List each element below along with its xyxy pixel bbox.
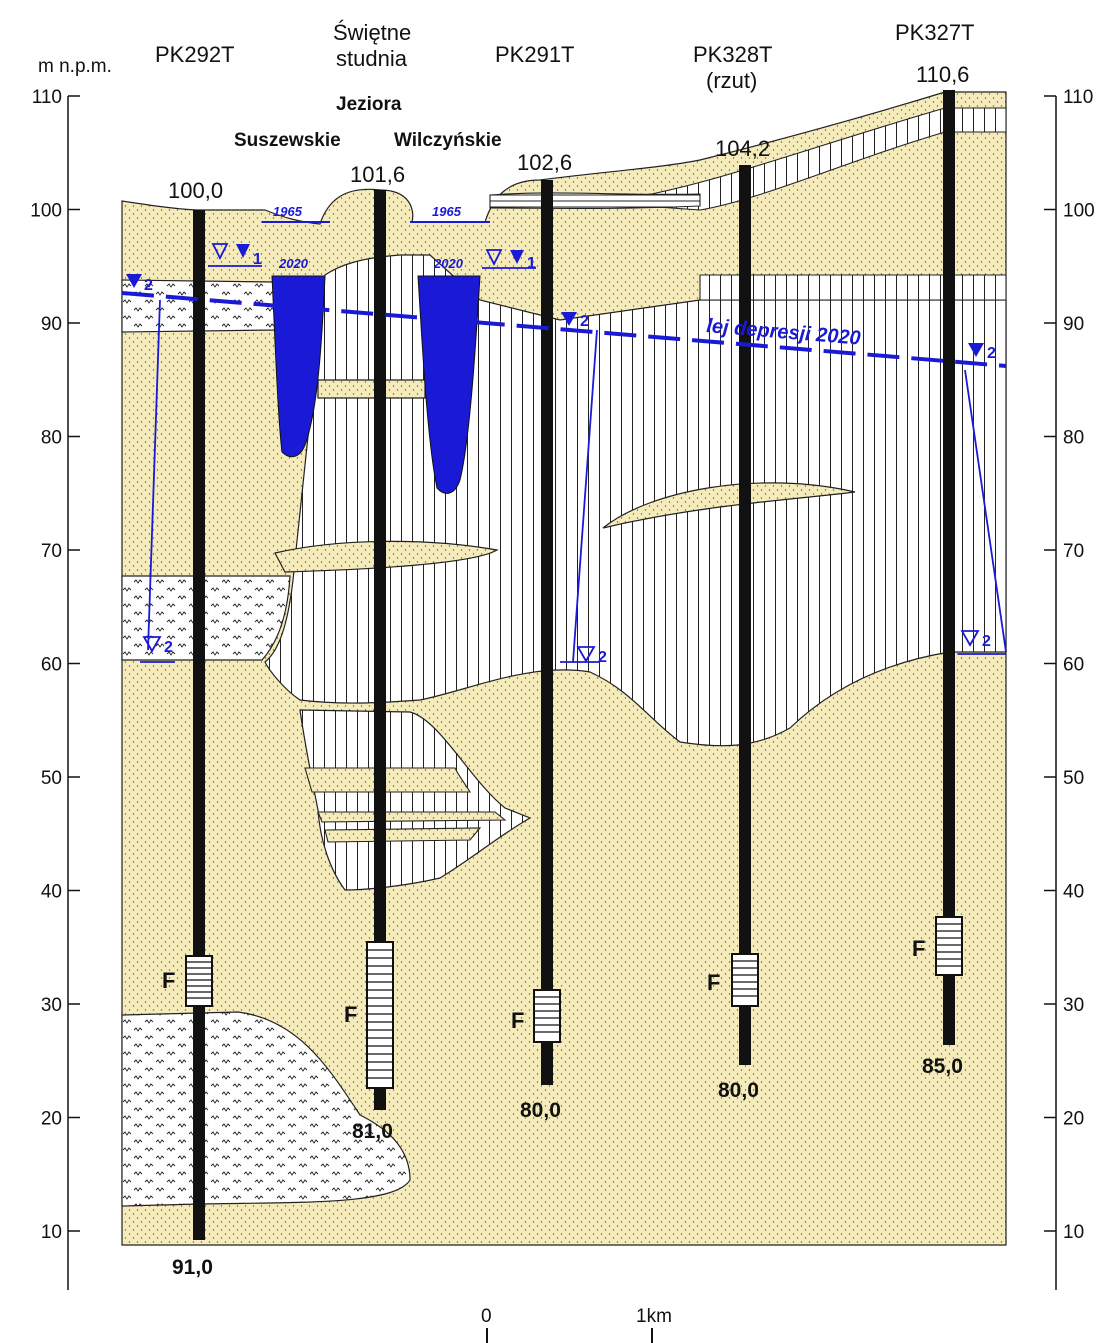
filter-label: F <box>707 970 720 995</box>
well-column-pk327t <box>943 90 955 1045</box>
axis-tick-label: 90 <box>1063 314 1084 335</box>
sand-band <box>317 379 426 399</box>
axis-tick-label: 20 <box>41 1109 62 1130</box>
wells <box>185 90 963 1240</box>
lake-suszewskie <box>271 275 326 458</box>
axis-tick-label: 50 <box>41 768 62 789</box>
axis-tick-label: 110 <box>32 87 62 108</box>
axis-tick-label: 80 <box>1063 428 1084 449</box>
water-level-number: 2 <box>144 277 153 294</box>
water-level-number: 1 <box>253 251 262 268</box>
lake-wilczynskie <box>417 275 481 494</box>
filter-swietne <box>366 941 394 1089</box>
lakes-heading: Jeziora <box>336 94 402 115</box>
well-depth: 80,0 <box>718 1079 759 1102</box>
lake-year-label: 2020 <box>278 256 309 271</box>
well-depth: 85,0 <box>922 1055 963 1078</box>
sand-stripe-1 <box>304 767 471 793</box>
water-level-number: 2 <box>982 633 991 650</box>
water-level-number: 2 <box>987 345 996 362</box>
water-level-marker <box>482 249 536 269</box>
water-level-marker <box>968 343 984 357</box>
water-level-marker <box>561 312 577 326</box>
scale-end-label: 1km <box>636 1306 672 1327</box>
filter-pk292t <box>185 955 213 1007</box>
water-level-number: 1 <box>527 255 536 272</box>
axis-tick-label: 40 <box>41 882 62 903</box>
depression-cone-line <box>121 291 1007 368</box>
till-middle <box>121 575 291 661</box>
loam-top-band <box>489 192 701 210</box>
axis-tick-label: 70 <box>41 541 62 562</box>
axis-tick-label: 110 <box>1063 87 1093 108</box>
axis-tick-label: 90 <box>41 314 62 335</box>
axis-unit-label: m n.p.m. <box>38 56 112 77</box>
well-column-pk292t <box>193 210 205 1240</box>
scale-bar: 0 1km <box>481 1306 672 1343</box>
filter-pk328t <box>731 953 759 1007</box>
water-level-marker <box>960 630 980 647</box>
well-top-elevation: 101,6 <box>350 162 405 187</box>
water-level-marker <box>576 646 596 663</box>
well-top-elevation: 110,6 <box>916 62 969 87</box>
axis-tick-label: 70 <box>1063 541 1084 562</box>
hydro-lines <box>121 243 1007 663</box>
axis-tick-label: 40 <box>1063 882 1084 903</box>
well-column-pk328t <box>739 165 751 1065</box>
filter-label: F <box>344 1002 357 1027</box>
well-name: Świętne <box>333 20 411 45</box>
filter-label: F <box>511 1008 524 1033</box>
axis-tick-label: 100 <box>1063 201 1095 222</box>
well-name: PK291T <box>495 42 575 67</box>
well-name: (rzut) <box>706 68 757 93</box>
sand-stripe-3 <box>324 827 482 843</box>
well-depth: 81,0 <box>352 1120 393 1143</box>
scale-start-label: 0 <box>481 1306 492 1327</box>
well-name: PK327T <box>895 20 975 45</box>
loam-lens-deep <box>299 709 532 891</box>
well-name: studnia <box>336 46 408 71</box>
sand-stripe-2 <box>317 811 507 823</box>
lake-name: Wilczyńskie <box>394 130 502 151</box>
lakes <box>262 221 490 494</box>
well-top-elevation: 102,6 <box>517 150 572 175</box>
water-level-marker <box>126 274 142 288</box>
axis-tick-label: 60 <box>1063 655 1084 676</box>
water-level-number: 2 <box>164 639 173 656</box>
well-name: PK328T <box>693 42 773 67</box>
axis-tick-label: 10 <box>1063 1222 1084 1243</box>
well-name: PK292T <box>155 42 235 67</box>
water-level-number: 2 <box>598 649 607 666</box>
axis-tick-label: 30 <box>1063 995 1084 1016</box>
axis-tick-label: 50 <box>1063 768 1084 789</box>
axis-tick-label: 20 <box>1063 1109 1084 1130</box>
lake-year-label: 1965 <box>432 204 462 219</box>
well-column-pk291t <box>541 180 553 1085</box>
axis-tick-label: 80 <box>41 428 62 449</box>
filter-pk291t <box>533 989 561 1043</box>
lake-name: Suszewskie <box>234 130 341 151</box>
water-level-marker <box>208 243 262 267</box>
filter-label: F <box>912 936 925 961</box>
filter-label: F <box>162 968 175 993</box>
filter-pk327t <box>935 916 963 976</box>
lake-year-label: 2020 <box>433 256 464 271</box>
lake-year-label: 1965 <box>273 204 303 219</box>
well-top-elevation: 104,2 <box>715 136 770 161</box>
water-level-number: 2 <box>580 313 589 330</box>
water-level-marker <box>142 636 162 653</box>
well-depth: 80,0 <box>520 1099 561 1122</box>
axis-tick-label: 10 <box>41 1222 62 1243</box>
well-column-swietne <box>374 190 386 1110</box>
sand-lens <box>602 482 856 529</box>
loam-top-right <box>599 107 1007 211</box>
axis-tick-label: 100 <box>30 201 62 222</box>
well-top-elevation: 100,0 <box>168 178 223 203</box>
axis-tick-label: 30 <box>41 995 62 1016</box>
well-depth: 91,0 <box>172 1256 213 1279</box>
axis-tick-label: 60 <box>41 655 62 676</box>
